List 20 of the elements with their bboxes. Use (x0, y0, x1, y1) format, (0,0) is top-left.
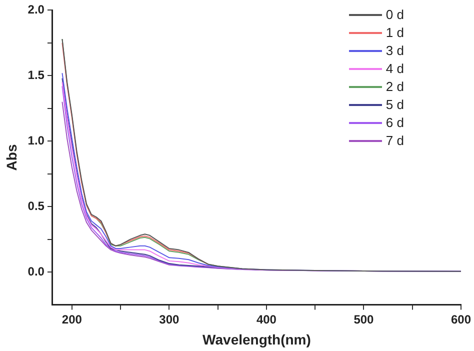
legend-label: 3 d (386, 42, 404, 60)
x-tick-label: 600 (450, 312, 472, 326)
x-tick-label: 300 (159, 312, 180, 326)
x-axis-title: Wavelength(nm) (202, 331, 311, 348)
x-tick-label: 500 (354, 312, 374, 326)
x-tick-label: 400 (256, 312, 277, 326)
y-tick-label: 2.0 (28, 2, 45, 17)
y-tick-label: 1.0 (28, 133, 45, 148)
x-tick-label: 200 (62, 312, 82, 326)
legend-label: 2 d (386, 78, 404, 96)
legend-label: 6 d (386, 114, 404, 132)
y-tick-label: 0.5 (28, 198, 45, 213)
legend-label: 7 d (386, 132, 404, 150)
y-axis-title: Abs (3, 144, 20, 171)
legend-label: 5 d (386, 96, 404, 114)
legend-label: 1 d (386, 24, 404, 42)
y-tick-label: 1.5 (28, 68, 45, 82)
legend-label: 0 d (386, 6, 404, 24)
y-tick-label: 0.0 (28, 264, 45, 278)
legend-label: 4 d (386, 60, 404, 78)
